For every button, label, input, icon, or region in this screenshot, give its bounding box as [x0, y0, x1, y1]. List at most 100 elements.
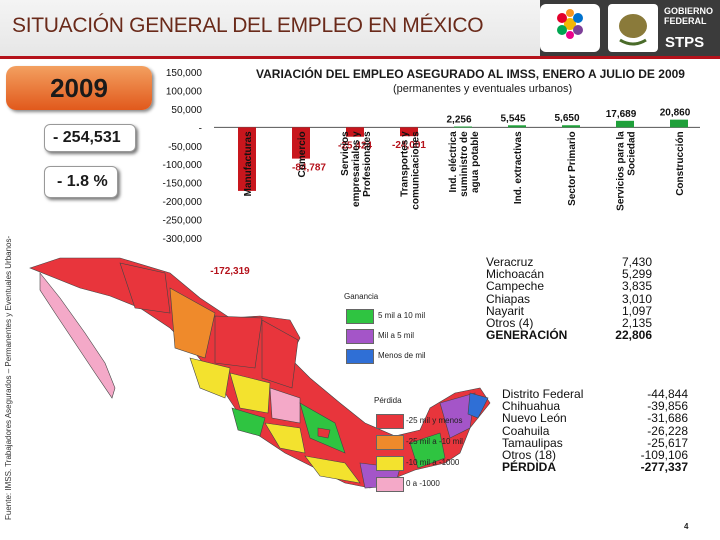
losses-value: -31,686 [647, 411, 688, 426]
losses-table-states: Distrito Federal Chihuahua Nuevo León Co… [502, 387, 584, 475]
chart-title: VARIACIÓN DEL EMPLEO ASEGURADO AL IMSS, … [256, 67, 685, 81]
bar-value-label-2: -25,424 [338, 141, 372, 152]
category-label-5: Ind. extractivas [513, 131, 524, 204]
y-tick-label: 100,000 [166, 86, 203, 97]
y-tick-label: -150,000 [163, 179, 203, 190]
gains-value: 3,010 [621, 291, 652, 306]
bar-value-label-8: 20,860 [660, 108, 691, 119]
legend-loss-2: -25 mil a -10 mil [406, 437, 463, 446]
legend-gain-2: Mil a 5 mil [378, 331, 415, 340]
bar-4 [454, 126, 472, 128]
flower-logo-icon [557, 9, 583, 39]
page-number: 4 [684, 522, 689, 531]
losses-value: -39,856 [647, 399, 688, 414]
legend-loss-4: 0 a -1000 [406, 479, 440, 488]
gains-value: 1,097 [621, 303, 652, 318]
legend-gain-3: Menos de mil [378, 351, 426, 360]
bar-2 [346, 127, 364, 137]
category-label-2: empresariales y [351, 131, 362, 207]
y-tick-label: - [199, 123, 202, 134]
source-note: Fuente: IMSS. Trabajadores Asegurados – … [4, 236, 18, 520]
bar-6 [562, 125, 580, 128]
category-label-0: Manufacturas [243, 131, 254, 196]
losses-state: Coahuila [502, 423, 550, 438]
losses-state: Nuevo León [502, 411, 567, 426]
losses-state: Otros (18) [502, 448, 557, 463]
losses-value: -25,617 [647, 435, 688, 450]
bar-value-label-7: 17,689 [606, 109, 637, 120]
category-label-8: Construcción [675, 131, 686, 195]
header-divider [0, 56, 720, 59]
y-tick-label: -250,000 [163, 216, 203, 227]
gains-value: 7,430 [621, 255, 652, 269]
losses-state: Tamaulipas [502, 435, 563, 450]
bar-5 [508, 125, 526, 128]
gains-state: Campeche [486, 279, 545, 294]
y-tick-label: -200,000 [163, 197, 203, 208]
legend-swatch-gain-1 [346, 309, 374, 324]
legend-swatch-loss-2 [376, 435, 404, 450]
losses-state: Chihuahua [502, 399, 561, 414]
legend-loss-1: -25 mil y menos [406, 416, 463, 425]
mexico-map [29, 257, 491, 489]
category-label-3: Transportes y [400, 131, 411, 197]
losses-value: -26,228 [647, 423, 688, 438]
category-label-2: Profesionales [362, 131, 373, 197]
gains-total-label: GENERACIÓN [486, 328, 568, 343]
legend-swatch-loss-1 [376, 414, 404, 429]
bar-7 [616, 120, 634, 128]
losses-table-values: -44,844 -39,856 -31,686 -26,228 -25,617 … [620, 387, 688, 475]
gains-table-states: Veracruz Michoacán Campeche Chiapas Naya… [486, 255, 568, 343]
losses-total-value: -277,337 [640, 460, 688, 475]
coat-of-arms-logo [608, 4, 658, 52]
gov-line-1: GOBIERNO [664, 6, 714, 16]
vivir-mejor-logo [540, 4, 600, 52]
y-tick-label: 150,000 [166, 68, 203, 79]
gains-state: Nayarit [486, 303, 525, 318]
legend-loss-title: Pérdida [374, 396, 402, 405]
category-label-7: Servicios para la [616, 131, 627, 211]
legend-gain-title: Ganancia [344, 292, 379, 301]
legend-swatch-loss-3 [376, 456, 404, 471]
legend-swatch-gain-3 [346, 349, 374, 364]
page-title: SITUACIÓN GENERAL DEL EMPLEO EN MÉXICO [12, 14, 484, 37]
bar-value-label-4: 2,256 [446, 115, 471, 126]
bar-3 [400, 127, 418, 137]
gobierno-federal-text: GOBIERNO FEDERAL [664, 6, 713, 26]
chart-subtitle: (permanentes y eventuales urbanos) [393, 83, 573, 95]
bar-value-label-0: -172,319 [210, 266, 250, 277]
category-label-4: Ind. eléctrica [448, 131, 459, 193]
pct-change-box: - 1.8 % [44, 166, 118, 198]
y-tick-label: 50,000 [171, 105, 202, 116]
category-label-4: agua potable [470, 131, 481, 193]
legend-swatch-loss-4 [376, 477, 404, 492]
bar-value-label-5: 5,545 [500, 113, 525, 124]
bar-0 [238, 127, 256, 191]
legend-swatch-gain-2 [346, 329, 374, 344]
category-label-2: Servicios [340, 131, 351, 176]
gains-state: Veracruz [486, 255, 534, 269]
category-label-1: Comercio [297, 131, 308, 177]
losses-state: Distrito Federal [502, 387, 584, 401]
year-box: 2009 [6, 66, 152, 110]
jobs-change-box: - 254,531 [44, 124, 136, 152]
y-tick-label: -100,000 [163, 160, 203, 171]
stps-label: STPS [665, 34, 705, 51]
legend-loss-3: -10 mil a -1000 [406, 458, 460, 467]
losses-total-label: PÉRDIDA [502, 460, 557, 475]
bar-8 [670, 119, 688, 128]
category-label-7: Sociedad [627, 131, 638, 175]
gains-state: Chiapas [486, 291, 531, 306]
y-tick-label: -300,000 [163, 234, 203, 245]
bar-value-label-1: -84,787 [292, 163, 326, 174]
category-label-6: Sector Primario [567, 131, 578, 205]
gains-value: 2,135 [621, 316, 652, 331]
gains-total-value: 22,806 [615, 328, 652, 343]
gov-line-2: FEDERAL [664, 16, 707, 26]
category-label-4: suministro de [459, 131, 470, 197]
bar-chart: 150,000 100,000 50,000 - -50,000 -100,000 -150… [29, 68, 700, 489]
gains-state: Otros (4) [486, 316, 534, 331]
gains-value: 3,835 [621, 279, 652, 294]
gains-table-values: 7,430 5,299 3,835 3,010 1,097 2,135 22,8… [606, 255, 652, 343]
losses-value: -44,844 [647, 387, 688, 401]
